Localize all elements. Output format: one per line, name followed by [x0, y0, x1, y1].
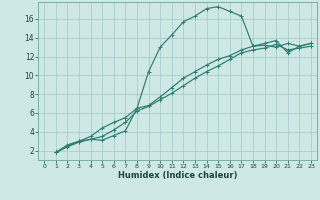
X-axis label: Humidex (Indice chaleur): Humidex (Indice chaleur) — [118, 171, 237, 180]
